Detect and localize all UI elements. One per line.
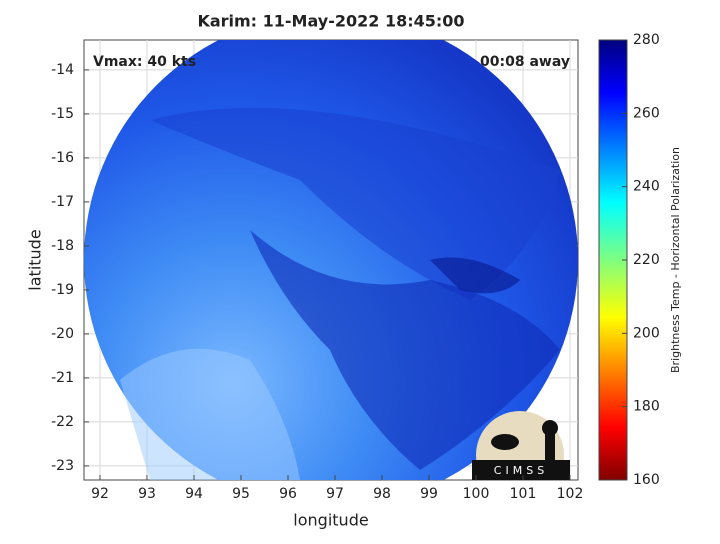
x-tick-label: 98 [373,486,391,502]
x-tick-label: 93 [138,486,156,502]
logo: CIMSS [472,411,570,480]
x-tick-label: 102 [557,486,584,502]
colorbar-tick-label: 220 [633,252,660,268]
colorbar-label: Brightness Temp - Horizontal Polarizatio… [669,147,682,373]
colorbar-tick-label: 240 [633,179,660,195]
annotation: Vmax: 40 kts [93,54,196,70]
x-tick-label: 100 [463,486,490,502]
x-tick-label: 96 [279,486,297,502]
x-tick-label: 99 [420,486,438,502]
x-tick-label: 94 [185,486,203,502]
y-tick-label: -23 [51,458,74,474]
annotation: 00:08 away [480,54,570,70]
y-tick-label: -15 [51,106,74,122]
x-tick-label: 95 [232,486,250,502]
y-tick-label: -20 [51,326,74,342]
y-tick-label: -17 [51,194,74,210]
chart-title: Karim: 11-May-2022 18:45:00 [197,12,464,31]
x-tick-label: 101 [510,486,537,502]
x-tick-label: 92 [91,486,109,502]
y-tick-label: -14 [51,62,74,78]
y-tick-label: -19 [51,282,74,298]
y-tick-label: -22 [51,414,74,430]
colorbar-tick-label: 260 [633,105,660,121]
y-tick-label: -18 [51,238,74,254]
y-tick-label: -16 [51,150,74,166]
colorbar-tick-label: 280 [633,32,660,48]
colorbar-tick-label: 180 [633,399,660,415]
y-tick-label: -21 [51,370,74,386]
y-axis-label: latitude [26,229,45,290]
satellite-image [84,40,578,480]
x-tick-label: 97 [326,486,344,502]
colorbar-tick-label: 160 [633,472,660,488]
logo-text: CIMSS [494,464,548,477]
x-axis-label: longitude [293,511,368,530]
colorbar-tick-label: 200 [633,325,660,341]
